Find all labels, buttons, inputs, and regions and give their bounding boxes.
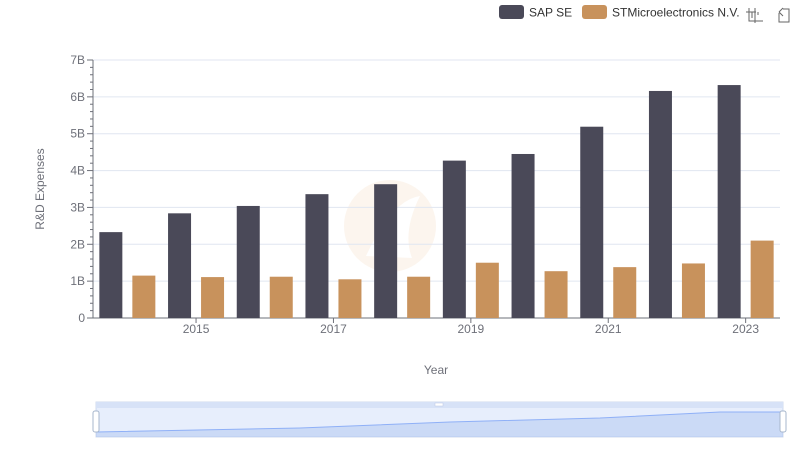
legend-swatch-sap <box>499 5 524 19</box>
x-tick-label: 2017 <box>320 322 347 336</box>
y-tick-label: 0 <box>78 311 85 325</box>
y-tick-label: 7B <box>70 53 85 67</box>
bar-sap-2016[interactable] <box>236 205 260 318</box>
bar-stm-2022[interactable] <box>681 263 705 318</box>
x-axis: 2015 2017 2019 2021 2023 <box>93 317 780 336</box>
bar-sap-2021[interactable] <box>580 126 604 318</box>
data-zoom-move-handle[interactable] <box>434 402 444 407</box>
zoom-reset-icon[interactable] <box>778 7 790 23</box>
data-zoom-preview-area <box>96 412 783 437</box>
grid-lines <box>93 59 780 282</box>
legend-item-stm[interactable]: STMicroelectronics N.V. <box>582 5 740 20</box>
bar-sap-2014[interactable] <box>99 232 123 318</box>
y-tick-label: 1B <box>70 274 85 288</box>
bar-sap-2023[interactable] <box>717 85 741 318</box>
y-tick-label: 6B <box>70 90 85 104</box>
bar-stm-2021[interactable] <box>613 267 637 318</box>
bar-stm-2014[interactable] <box>132 275 156 318</box>
x-tick-label: 2023 <box>732 322 759 336</box>
bar-sap-2015[interactable] <box>168 213 192 318</box>
bar-stm-2016[interactable] <box>269 276 293 318</box>
y-tick-label: 2B <box>70 237 85 251</box>
bar-sap-2019[interactable] <box>442 160 466 318</box>
legend: SAP SE STMicroelectronics N.V. <box>499 5 740 20</box>
bar-sap-2017[interactable] <box>305 194 329 318</box>
y-axis-title: R&D Expenses <box>33 148 47 229</box>
legend-item-sap[interactable]: SAP SE <box>499 5 572 20</box>
bar-stm-2019[interactable] <box>475 262 499 318</box>
y-tick-label: 5B <box>70 127 85 141</box>
data-zoom-handle-right[interactable] <box>779 410 787 433</box>
bar-sap-2018[interactable] <box>374 184 398 318</box>
bar-stm-2023[interactable] <box>750 240 774 318</box>
data-zoom-slider[interactable] <box>92 401 787 438</box>
y-tick-label: 3B <box>70 200 85 214</box>
y-axis: 0 1B 2B 3B 4B 5B 6B 7B <box>70 53 94 325</box>
bar-stm-2017[interactable] <box>338 279 362 318</box>
x-axis-title: Year <box>424 363 448 377</box>
legend-swatch-stm <box>582 5 607 19</box>
x-tick-label: 2015 <box>183 322 210 336</box>
x-tick-label: 2019 <box>457 322 484 336</box>
bar-stm-2018[interactable] <box>407 276 431 318</box>
bars <box>99 85 774 319</box>
bar-stm-2015[interactable] <box>201 277 225 318</box>
bar-sap-2020[interactable] <box>511 153 535 318</box>
bar-sap-2022[interactable] <box>648 90 672 319</box>
x-tick-label: 2021 <box>595 322 622 336</box>
bar-stm-2020[interactable] <box>544 271 568 318</box>
legend-label-stm: STMicroelectronics N.V. <box>612 6 740 20</box>
legend-label-sap: SAP SE <box>529 6 572 20</box>
zoom-select-icon[interactable] <box>746 8 763 23</box>
y-tick-label: 4B <box>70 164 85 178</box>
data-zoom-handle-left[interactable] <box>92 410 100 433</box>
data-zoom-preview-line <box>95 411 783 433</box>
